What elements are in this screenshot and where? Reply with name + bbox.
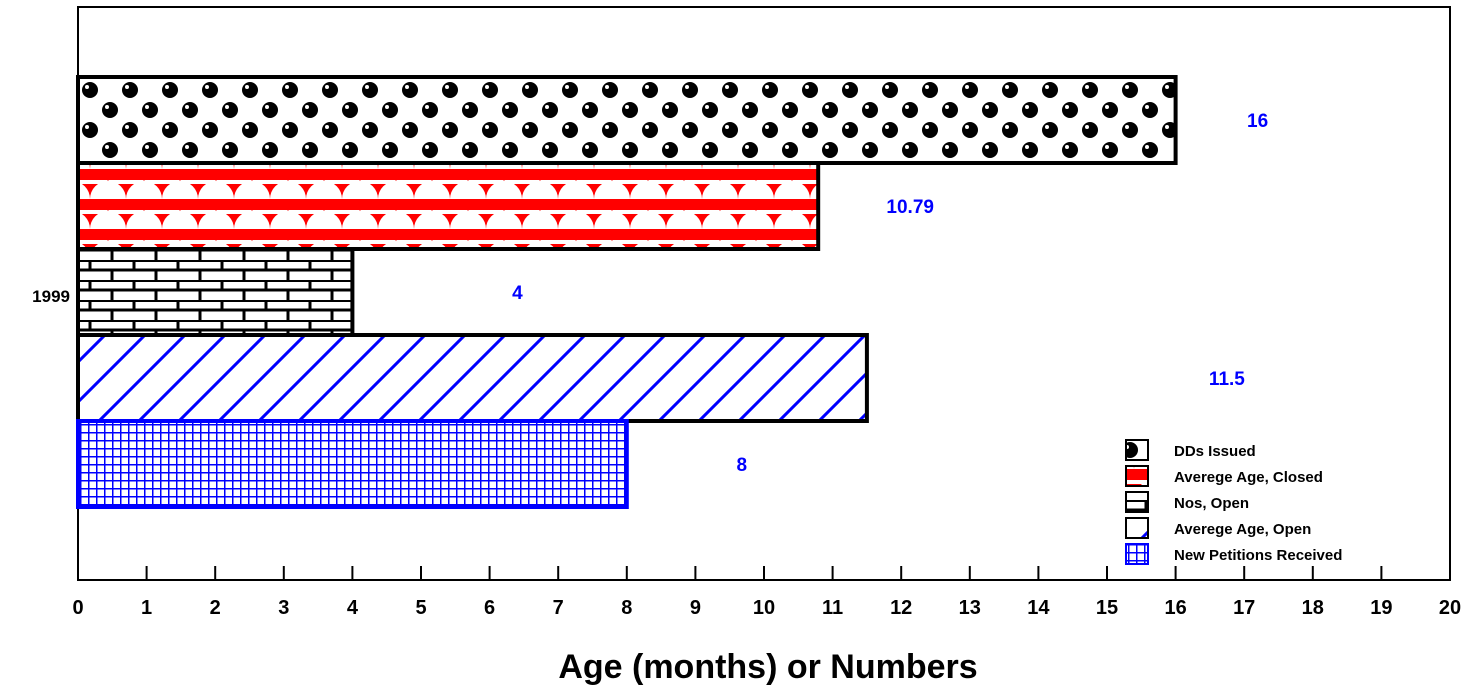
x-tick-label: 15 — [1096, 597, 1118, 619]
data-label-1: 10.79 — [886, 197, 934, 218]
x-tick-label: 12 — [890, 597, 912, 619]
x-tick-label: 9 — [690, 597, 701, 619]
x-tick-label: 5 — [415, 597, 426, 619]
x-tick-label: 1 — [141, 597, 152, 619]
bar-1 — [76, 161, 821, 251]
data-label-0: 16 — [1247, 111, 1268, 132]
legend-label: New Petitions Received — [1174, 547, 1342, 564]
bar-4 — [76, 419, 629, 509]
x-tick-label: 10 — [753, 597, 775, 619]
category-label: 1999 — [32, 287, 70, 306]
x-tick-label: 13 — [959, 597, 981, 619]
bar-2 — [76, 247, 355, 337]
data-label-2: 4 — [512, 283, 523, 304]
x-tick-label: 18 — [1302, 597, 1324, 619]
legend-swatch — [1125, 543, 1149, 565]
x-tick-label: 16 — [1164, 597, 1186, 619]
x-tick-label: 11 — [822, 597, 843, 619]
x-tick-label: 20 — [1439, 597, 1461, 619]
legend-swatch — [1125, 439, 1149, 461]
bar-0 — [76, 75, 1178, 165]
x-tick-label: 0 — [72, 597, 83, 619]
x-tick-label: 14 — [1027, 597, 1050, 619]
x-tick-label: 17 — [1233, 597, 1255, 619]
x-axis-title: Age (months) or Numbers — [558, 648, 977, 686]
legend-swatch — [1125, 517, 1149, 539]
x-tick-label: 8 — [621, 597, 632, 619]
x-tick-label: 7 — [553, 597, 564, 619]
x-tick-label: 4 — [347, 597, 359, 619]
legend-swatch — [1125, 465, 1149, 487]
x-tick-label: 3 — [278, 597, 289, 619]
legend-label: Averege Age, Closed — [1174, 469, 1323, 486]
legend-label: Averege Age, Open — [1174, 521, 1311, 538]
legend-label: DDs Issued — [1174, 443, 1256, 460]
bar-3 — [76, 333, 869, 423]
x-tick-label: 6 — [484, 597, 495, 619]
legend-swatch — [1125, 491, 1149, 513]
legend-label: Nos, Open — [1174, 495, 1249, 512]
x-tick-label: 2 — [210, 597, 221, 619]
x-tick-label: 19 — [1370, 597, 1392, 619]
data-label-3: 11.5 — [1209, 369, 1245, 390]
data-label-4: 8 — [737, 455, 748, 476]
